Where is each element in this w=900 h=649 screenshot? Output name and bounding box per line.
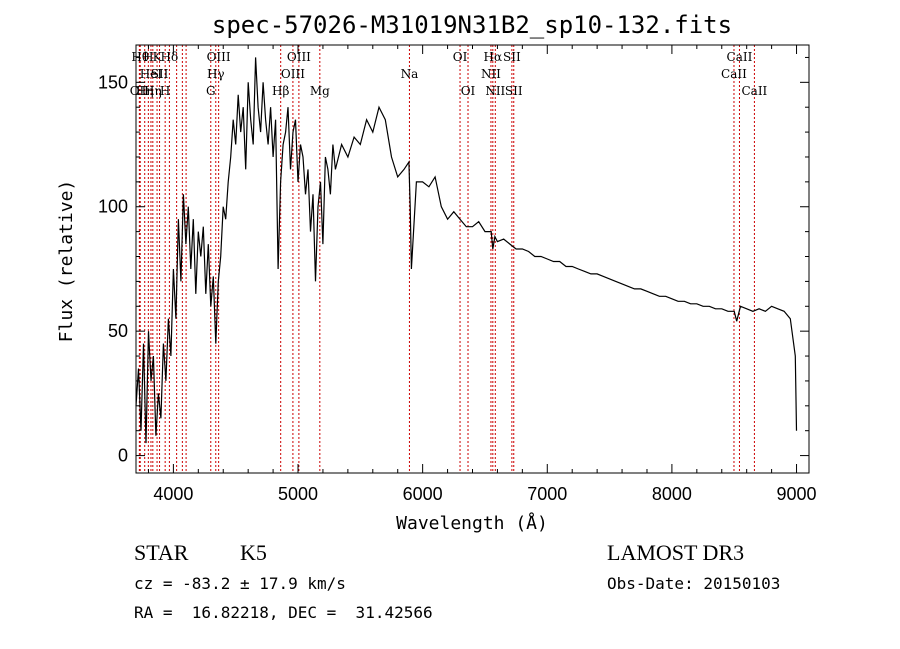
y-tick-label: 0: [118, 446, 128, 466]
line-label: OIII: [207, 50, 231, 64]
line-label: Hη: [144, 84, 162, 98]
x-tick-label: 9000: [777, 484, 817, 504]
line-label: HeI: [140, 67, 163, 81]
x-tick-label: 7000: [527, 484, 567, 504]
line-label: OIII: [287, 50, 311, 64]
line-label: SII: [505, 84, 523, 98]
x-tick-label: 8000: [652, 484, 692, 504]
line-label: Hβ: [272, 84, 289, 98]
x-tick-label: 4000: [153, 484, 193, 504]
x-axis: 4000 5000 6000 7000 8000 9000: [147, 45, 817, 504]
line-label: OI: [461, 84, 476, 98]
y-tick-label: 50: [108, 321, 128, 341]
line-label: CaII: [741, 84, 767, 98]
object-subclass: K5: [240, 540, 267, 565]
line-label: CaII: [721, 67, 747, 81]
observation-date: Obs-Date: 20150103: [607, 574, 781, 593]
line-label: CaII: [727, 50, 753, 64]
y-axis: 0 50 100 150: [98, 56, 809, 466]
y-tick-label: 100: [98, 197, 128, 217]
line-label: SII: [151, 67, 169, 81]
line-label: OI: [453, 50, 468, 64]
y-tick-label: 150: [98, 72, 128, 92]
line-label: Hη: [136, 84, 154, 98]
line-label: SII: [503, 50, 521, 64]
line-label: K: [153, 50, 163, 64]
line-label: Hγ: [207, 67, 225, 81]
coordinates: RA = 16.82218, DEC = 31.42566: [134, 603, 433, 622]
chart-title: spec-57026-M31019N31B2_sp10-132.fits: [212, 11, 732, 39]
spectrum-line: [135, 57, 798, 444]
line-label: Hα: [484, 50, 503, 64]
line-label: G: [206, 84, 216, 98]
line-label: Mg: [310, 84, 330, 98]
y-axis-label: Flux (relative): [56, 180, 77, 343]
line-label: OII: [130, 84, 150, 98]
line-label: NII: [481, 67, 501, 81]
line-label: H: [143, 50, 153, 64]
x-axis-label: Wavelength (Å): [396, 512, 548, 534]
object-class: STAR: [134, 540, 189, 565]
line-markers: [138, 45, 755, 473]
line-label: H: [160, 84, 170, 98]
x-tick-label: 6000: [403, 484, 443, 504]
survey-name: LAMOST DR3: [607, 540, 745, 565]
line-label: Hδ: [161, 50, 179, 64]
x-tick-label: 5000: [278, 484, 318, 504]
redshift-cz: cz = -83.2 ± 17.9 km/s: [134, 574, 346, 593]
line-label: NII: [485, 84, 505, 98]
line-label: OIII: [281, 67, 305, 81]
line-label: Na: [401, 67, 419, 81]
line-labels: HθOIIHηHHeIHηKSIIHHδGHγOIIIHβOIIIOIIIMgN…: [130, 50, 768, 98]
